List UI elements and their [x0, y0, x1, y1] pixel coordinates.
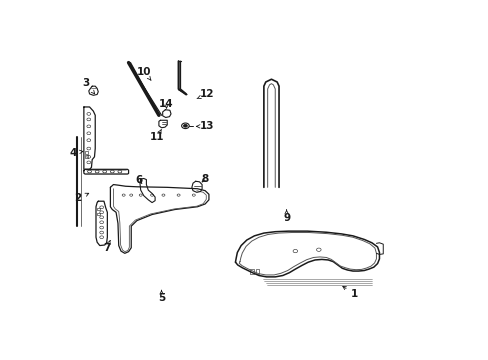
Text: 5: 5: [158, 291, 165, 303]
Text: 9: 9: [283, 210, 289, 223]
Bar: [84, 155, 88, 158]
Text: 8: 8: [201, 174, 208, 184]
Text: 10: 10: [137, 67, 151, 80]
Bar: [97, 213, 100, 215]
Text: 7: 7: [102, 240, 110, 253]
Bar: [255, 269, 259, 274]
Text: 11: 11: [149, 130, 164, 143]
Bar: [249, 269, 253, 274]
Bar: [97, 208, 100, 210]
Bar: [84, 151, 88, 153]
Text: 13: 13: [196, 121, 214, 131]
Text: 12: 12: [197, 90, 214, 99]
Text: 2: 2: [74, 193, 88, 203]
Text: 6: 6: [135, 175, 142, 185]
Text: 4: 4: [69, 148, 83, 158]
Circle shape: [183, 125, 187, 127]
Text: 14: 14: [159, 99, 173, 109]
Text: 1: 1: [342, 286, 358, 299]
Text: 3: 3: [82, 78, 95, 94]
